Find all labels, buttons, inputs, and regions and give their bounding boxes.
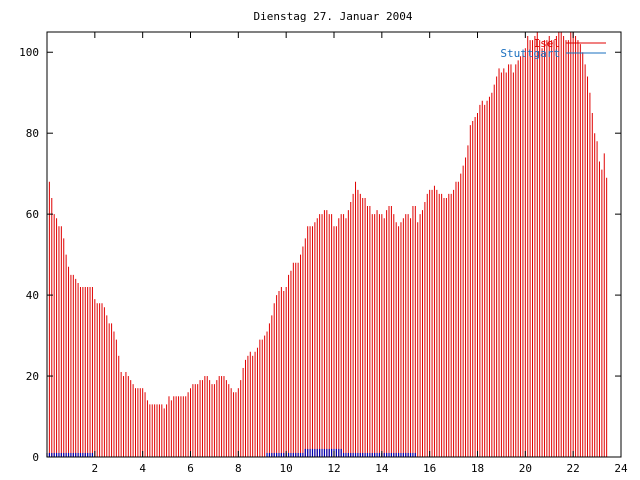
- x-tick-label: 18: [471, 462, 484, 475]
- chart-title: Dienstag 27. Januar 2004: [254, 10, 413, 23]
- legend-label-stuttgart: Stuttgart: [500, 47, 560, 60]
- y-tick-label: 40: [26, 289, 39, 302]
- legend-label-isel: Isel: [534, 37, 561, 50]
- y-tick-label: 100: [19, 46, 39, 59]
- y-tick-label: 0: [32, 451, 39, 464]
- x-tick-label: 20: [519, 462, 532, 475]
- y-tick-label: 20: [26, 370, 39, 383]
- y-tick-label: 60: [26, 208, 39, 221]
- x-tick-label: 6: [187, 462, 194, 475]
- x-tick-label: 10: [280, 462, 293, 475]
- bars-layer: [46, 32, 608, 457]
- x-tick-label: 4: [139, 462, 146, 475]
- x-tick-label: 14: [375, 462, 389, 475]
- legend: Isel Stuttgart: [500, 37, 606, 60]
- x-tick-label: 8: [235, 462, 242, 475]
- x-tick-label: 24: [614, 462, 628, 475]
- x-tick-label: 2: [92, 462, 99, 475]
- y-tick-label: 80: [26, 127, 39, 140]
- x-tick-label: 16: [423, 462, 436, 475]
- x-tick-label: 12: [327, 462, 340, 475]
- x-tick-label: 22: [567, 462, 580, 475]
